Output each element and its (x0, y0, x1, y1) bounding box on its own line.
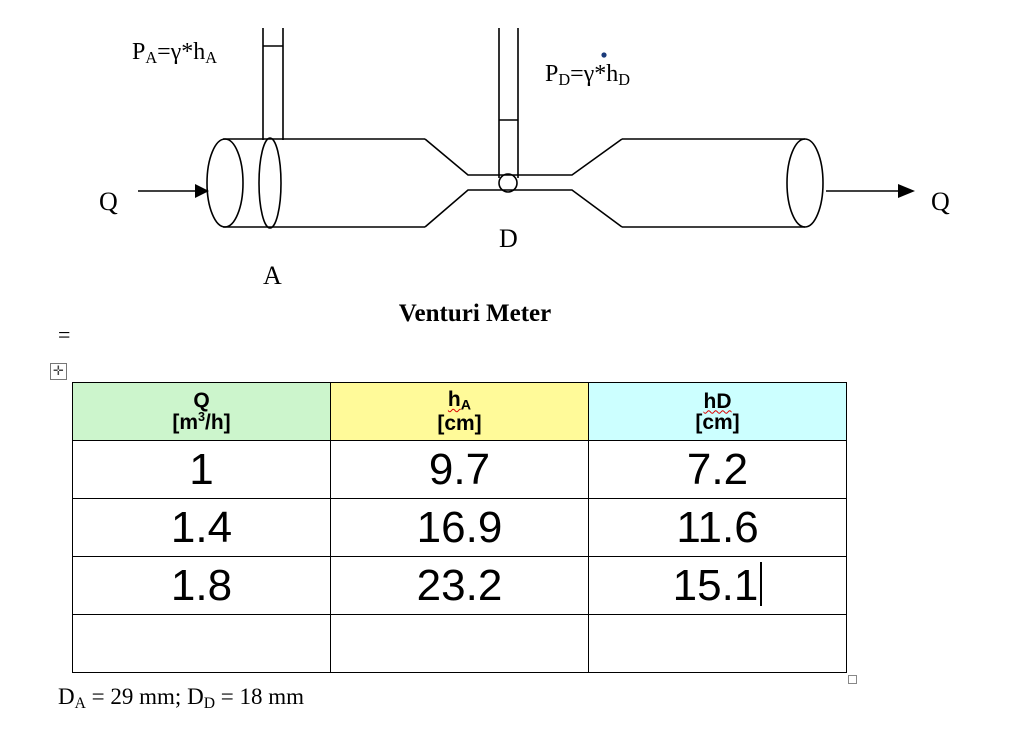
table-row: 1 9.7 7.2 (72, 440, 847, 499)
table-move-handle[interactable]: ✛ (50, 363, 67, 380)
venturi-diagram (138, 28, 915, 229)
diagram-caption: Venturi Meter (398, 300, 552, 327)
table-cell[interactable]: 23.2 (330, 556, 589, 615)
table-cell-active[interactable]: 15.1 (588, 556, 847, 615)
table-cell[interactable]: 16.9 (330, 498, 589, 557)
table-cell[interactable] (588, 614, 847, 673)
table-cell[interactable] (330, 614, 589, 673)
table-cell[interactable]: 1 (72, 440, 331, 499)
q-inlet-label: Q (99, 187, 118, 216)
table-cell[interactable] (72, 614, 331, 673)
pd-formula: PD=γ*hD (545, 61, 631, 90)
header-hd[interactable]: hD [cm] (588, 382, 847, 441)
header-ha[interactable]: hA [cm] (330, 382, 589, 441)
table-header-row: Q [m3/h] hA [cm] hD [cm] (72, 382, 847, 441)
table-cell[interactable]: 1.8 (72, 556, 331, 615)
stray-equals-mark: = (58, 322, 71, 347)
text-cursor (760, 561, 763, 606)
table-cell[interactable]: 1.4 (72, 498, 331, 557)
table-resize-handle[interactable] (848, 675, 857, 684)
table-row: 1.8 23.2 15.1 (72, 556, 847, 615)
table-cell[interactable]: 9.7 (330, 440, 589, 499)
diameter-note: DA = 29 mm; DD = 18 mm (58, 684, 304, 712)
table-row: 1.4 16.9 11.6 (72, 498, 847, 557)
measurement-table: Q [m3/h] hA [cm] hD [cm] 1 9.7 7.2 1.4 1… (72, 382, 847, 673)
q-outlet-label: Q (931, 187, 950, 216)
table-row (72, 614, 847, 673)
table-cell[interactable]: 11.6 (588, 498, 847, 557)
section-a-label: A (263, 261, 282, 290)
table-cell[interactable]: 7.2 (588, 440, 847, 499)
pa-formula: PA=γ*hA (132, 39, 218, 68)
header-q[interactable]: Q [m3/h] (72, 382, 331, 441)
section-d-label: D (499, 224, 518, 253)
